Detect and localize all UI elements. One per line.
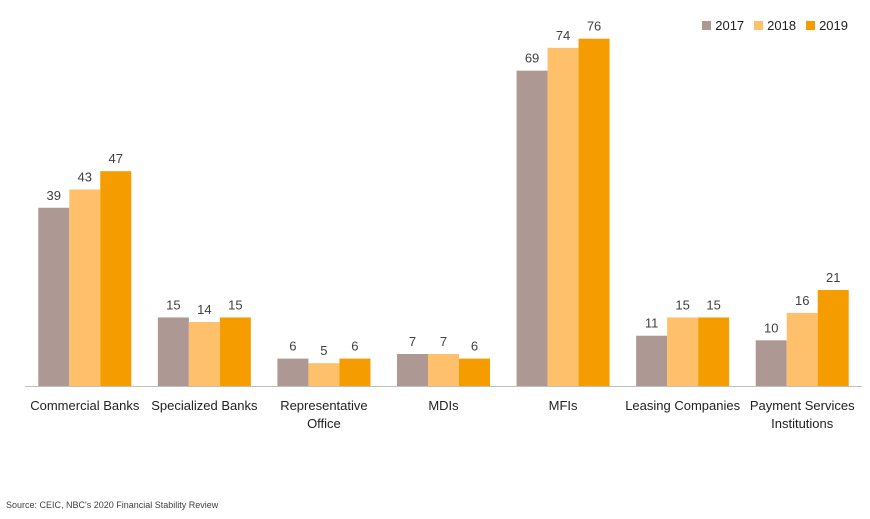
bar-2019-0	[100, 171, 132, 386]
legend-item-2019: 2019	[806, 18, 848, 33]
data-label-2018-4: 74	[556, 28, 570, 43]
bar-2017-3	[397, 354, 428, 386]
bar-2018-3	[428, 354, 459, 386]
data-label-2019-5: 15	[706, 297, 720, 312]
data-label-2019-3: 6	[471, 339, 478, 354]
bar-2017-5	[636, 335, 668, 386]
source-note: Source: CEIC, NBC's 2020 Financial Stabi…	[6, 500, 219, 510]
data-label-2017-6: 10	[764, 320, 778, 335]
bar-2017-1	[157, 317, 189, 386]
legend-label-2018: 2018	[767, 18, 797, 33]
bar-2018-2	[308, 363, 340, 386]
data-label-2019-6: 21	[826, 270, 840, 285]
legend-swatch-2018	[754, 21, 764, 30]
bar-2018-6	[786, 312, 818, 386]
category-label-6: Payment Services Institutions	[750, 398, 855, 431]
legend-swatch-2017	[702, 21, 712, 30]
category-label-0: Commercial Banks	[30, 398, 140, 413]
category-label-3: MDIs	[428, 398, 459, 413]
bar-2017-4	[516, 70, 548, 387]
legend-label-2017: 2017	[715, 18, 745, 33]
data-label-2018-6: 16	[795, 293, 809, 308]
legend: 2017 2018 2019	[702, 18, 848, 33]
bar-2019-5	[698, 317, 730, 386]
bar-2017-2	[277, 358, 309, 386]
data-label-2017-5: 11	[645, 316, 659, 331]
bar-2019-4	[578, 38, 610, 387]
data-label-2017-2: 6	[289, 339, 296, 354]
data-label-2019-0: 47	[109, 151, 123, 166]
bar-2017-6	[755, 340, 787, 386]
bar-2019-2	[339, 358, 371, 386]
data-label-2017-1: 15	[166, 297, 180, 312]
bar-2019-6	[817, 290, 849, 386]
legend-item-2017: 2017	[702, 18, 744, 33]
bar-2018-0	[69, 189, 101, 386]
data-label-2017-3: 7	[409, 334, 416, 349]
bar-2019-1	[219, 317, 251, 386]
bar-2017-0	[38, 207, 70, 386]
data-label-2018-1: 14	[197, 302, 211, 317]
data-label-2018-5: 15	[675, 297, 689, 312]
data-label-2018-0: 43	[78, 169, 92, 184]
data-label-2018-2: 5	[320, 343, 327, 358]
data-label-2017-4: 69	[525, 51, 539, 66]
legend-label-2019: 2019	[819, 18, 848, 33]
legend-swatch-2019	[806, 21, 816, 30]
bar-2019-3	[459, 358, 490, 386]
data-label-2017-0: 39	[47, 188, 61, 203]
bar-2018-1	[188, 322, 220, 386]
category-label-1: Specialized Banks	[151, 398, 258, 413]
legend-item-2018: 2018	[754, 18, 796, 33]
data-label-2018-3: 7	[440, 334, 447, 349]
data-label-2019-4: 76	[587, 19, 601, 34]
category-label-4: MFIs	[549, 398, 578, 413]
data-label-2019-1: 15	[228, 297, 242, 312]
category-label-5: Leasing Companies	[625, 398, 740, 413]
bar-2018-5	[667, 317, 699, 386]
bar-2018-4	[547, 47, 579, 386]
data-label-2019-2: 6	[351, 339, 358, 354]
category-label-2: Representative Office	[280, 398, 367, 431]
